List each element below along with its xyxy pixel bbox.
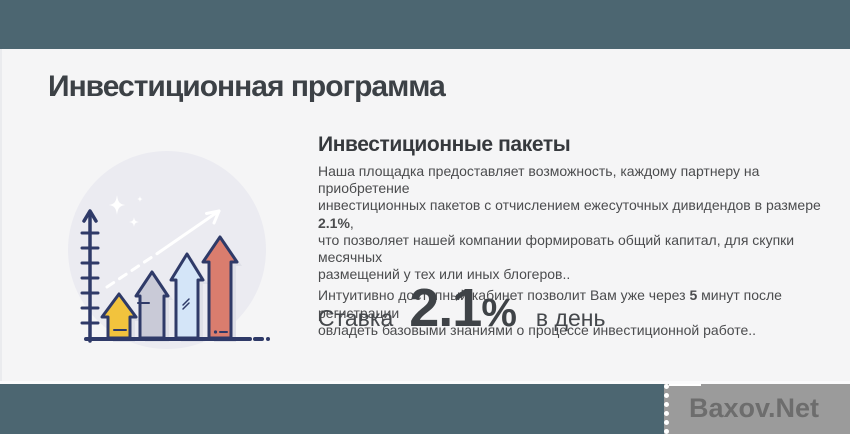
sparkles-icon [109,195,143,227]
top-bar [0,0,850,49]
arrow-detail-marks [113,298,228,333]
rate-percent-sign: % [481,291,517,335]
paragraph: Наша площадка предоставляет возможность,… [318,163,843,283]
page-title: Инвестиционная программа [48,70,446,103]
paragraph: Интуитивно доступный кабинет позволит Ва… [318,287,843,339]
rate-suffix: в день [535,305,606,331]
salmon-arrow-icon [201,235,239,340]
growth-chart-illustration [48,130,288,360]
paragraph-line: Наша площадка предоставляет возможность,… [318,163,760,197]
vertical-axis [80,209,100,343]
baseline-dot [266,337,270,341]
rate-line: Ставка 2.1% в день [318,281,605,335]
trend-arrow-icon [105,209,221,289]
content-area: Инвестиционная программа [0,49,850,384]
growth-chart-svg [68,151,270,349]
section-paragraphs: Наша площадка предоставляет возможность,… [318,163,843,343]
rate-value: 2.1% [409,278,517,338]
paragraph-line: овладеть базовыми знаниями о процессе ин… [318,321,757,338]
paragraph-line: что позволяет нашей компании формировать… [318,231,795,266]
watermark: Baxov.Net [664,384,850,434]
paragraph-line: Интуитивно доступный кабинет позволит Ва… [318,287,782,321]
watermark-text: Baxov.Net [689,393,820,423]
paragraph-line: размещений у тех или иных блогеров.. [318,266,571,283]
salmon-arrow-dot [213,330,218,334]
section-heading: Инвестиционные пакеты [318,133,571,156]
rate-label: Ставка [318,305,394,331]
paragraph-line: инвестиционных пакетов с отчислением еже… [318,197,821,231]
